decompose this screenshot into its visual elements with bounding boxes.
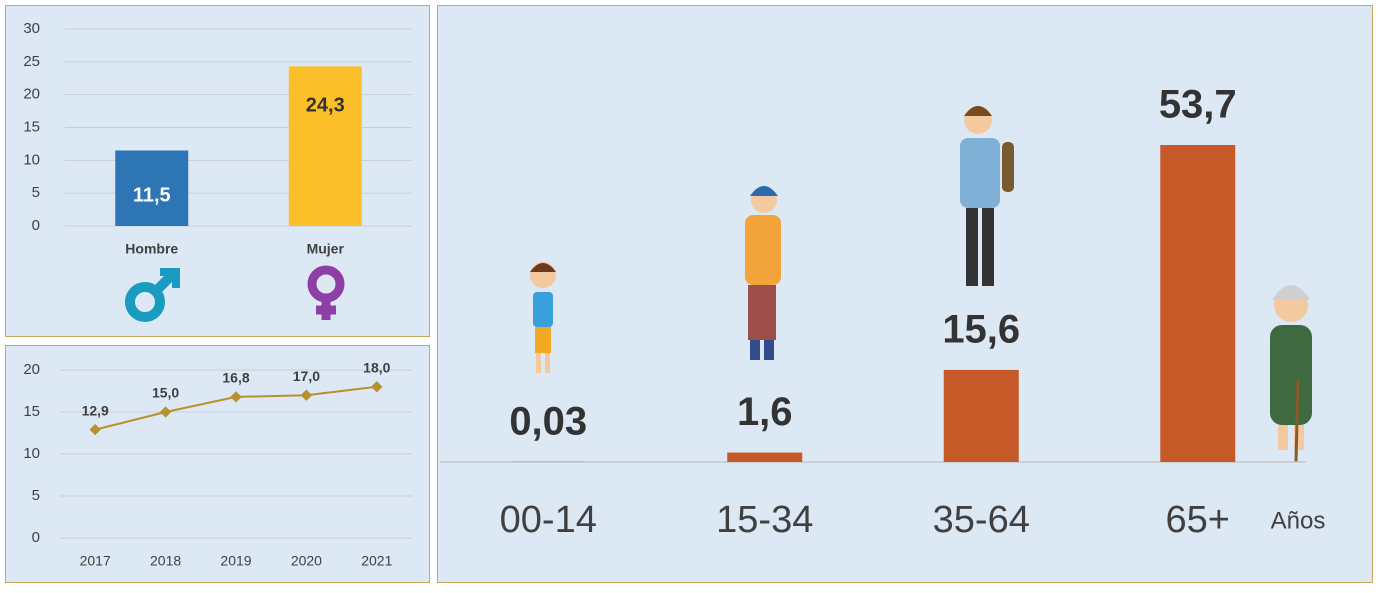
value-label: 24,3 xyxy=(306,95,345,117)
y-tick-label: 20 xyxy=(23,361,40,378)
value-label: 0,03 xyxy=(509,399,587,443)
value-label: 15,6 xyxy=(942,307,1020,351)
bar xyxy=(944,370,1019,462)
y-tick-label: 0 xyxy=(32,217,40,234)
x-tick-label: 2019 xyxy=(220,553,251,569)
value-label: 12,9 xyxy=(82,402,109,418)
x-tick-label: 2021 xyxy=(361,553,392,569)
bar xyxy=(289,66,362,226)
x-tick-label: Mujer xyxy=(307,241,345,257)
y-tick-label: 20 xyxy=(23,86,40,103)
x-tick-label: 2020 xyxy=(291,553,322,569)
x-tick-label: 2018 xyxy=(150,553,181,569)
x-tick-label: 2017 xyxy=(80,553,111,569)
bar xyxy=(1160,145,1235,462)
y-tick-label: 5 xyxy=(32,487,40,504)
x-tick-label: 65+ xyxy=(1166,499,1230,541)
value-label: 16,8 xyxy=(222,370,249,386)
x-tick-label: 00-14 xyxy=(500,499,597,541)
value-label: 15,0 xyxy=(152,385,179,401)
x-tick-label: 35-64 xyxy=(933,499,1030,541)
y-tick-label: 15 xyxy=(23,403,40,420)
panel xyxy=(6,6,430,337)
value-label: 53,7 xyxy=(1159,83,1237,127)
y-tick-label: 10 xyxy=(23,445,40,462)
value-label: 18,0 xyxy=(363,360,390,376)
x-tick-label: 15-34 xyxy=(716,499,813,541)
panel xyxy=(6,346,430,583)
x-tick-label: Hombre xyxy=(125,241,178,257)
y-tick-label: 25 xyxy=(23,53,40,70)
value-label: 17,0 xyxy=(293,368,320,384)
y-tick-label: 10 xyxy=(23,151,40,168)
bar xyxy=(727,453,802,462)
value-label: 1,6 xyxy=(737,390,793,434)
y-tick-label: 0 xyxy=(32,529,40,546)
y-tick-label: 15 xyxy=(23,118,40,135)
y-tick-label: 5 xyxy=(32,184,40,201)
y-tick-label: 30 xyxy=(23,20,40,37)
value-label: 11,5 xyxy=(133,185,171,207)
x-axis-label: Años xyxy=(1271,507,1326,534)
